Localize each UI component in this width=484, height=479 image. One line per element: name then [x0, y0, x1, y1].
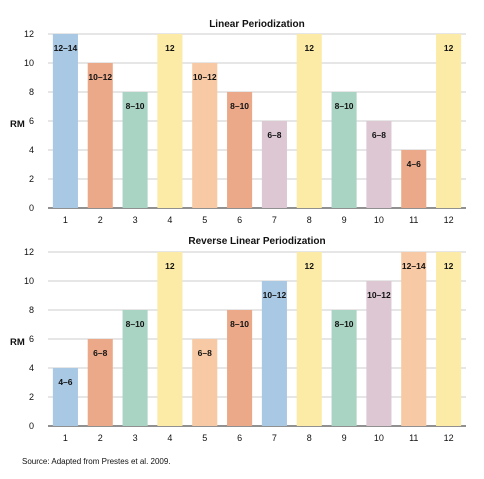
x-tick-label: 7: [272, 433, 277, 443]
bar-label: 12: [444, 43, 454, 53]
bar: [122, 92, 148, 208]
x-tick-label: 9: [342, 433, 347, 443]
bar: [227, 310, 253, 426]
x-tick-label: 8: [307, 215, 312, 225]
y-tick-label: 6: [29, 334, 34, 344]
bar-label: 6–8: [372, 130, 386, 140]
bar: [157, 34, 183, 208]
bar: [436, 34, 462, 208]
x-tick-label: 1: [63, 215, 68, 225]
bar-label: 8–10: [335, 319, 354, 329]
x-tick-label: 7: [272, 215, 277, 225]
x-tick-label: 3: [133, 215, 138, 225]
bar: [52, 34, 78, 208]
x-tick-label: 2: [98, 215, 103, 225]
bar: [401, 252, 427, 426]
bar-label: 8–10: [230, 319, 249, 329]
bar-label: 10–12: [193, 72, 217, 82]
bar-label: 8–10: [126, 101, 145, 111]
y-axis-label: RM: [10, 119, 25, 130]
bar: [296, 34, 322, 208]
bar: [52, 368, 78, 426]
y-tick-label: 0: [29, 203, 34, 213]
x-tick-label: 12: [444, 215, 454, 225]
bar-label: 6–8: [267, 130, 281, 140]
y-tick-label: 2: [29, 392, 34, 402]
bar-label: 8–10: [335, 101, 354, 111]
bar-label: 10–12: [367, 290, 391, 300]
bar-label: 8–10: [230, 101, 249, 111]
x-tick-label: 4: [167, 215, 172, 225]
bar-label: 8–10: [126, 319, 145, 329]
y-tick-label: 12: [24, 29, 34, 39]
bar-label: 6–8: [93, 348, 107, 358]
bar: [366, 121, 392, 208]
x-tick-label: 12: [444, 433, 454, 443]
x-tick-label: 8: [307, 433, 312, 443]
bar-label: 10–12: [88, 72, 112, 82]
y-tick-label: 0: [29, 421, 34, 431]
bar: [261, 281, 287, 426]
bar-label: 12: [305, 261, 315, 271]
bar: [122, 310, 148, 426]
bar: [296, 252, 322, 426]
x-tick-label: 10: [374, 215, 384, 225]
y-tick-label: 4: [29, 145, 34, 155]
bar-label: 12: [444, 261, 454, 271]
x-tick-label: 11: [409, 433, 418, 443]
bar-label: 4–6: [58, 377, 72, 387]
bar: [401, 150, 427, 208]
x-tick-label: 2: [98, 433, 103, 443]
bar-label: 12: [165, 43, 175, 53]
bar-label: 12: [165, 261, 175, 271]
y-tick-label: 4: [29, 363, 34, 373]
x-tick-label: 6: [237, 215, 242, 225]
y-tick-label: 10: [24, 58, 34, 68]
bar-label: 6–8: [198, 348, 212, 358]
y-tick-label: 6: [29, 116, 34, 126]
x-tick-label: 3: [133, 433, 138, 443]
x-tick-label: 9: [342, 215, 347, 225]
x-tick-label: 6: [237, 433, 242, 443]
x-tick-label: 5: [202, 433, 207, 443]
y-tick-label: 2: [29, 174, 34, 184]
y-axis-label: RM: [10, 337, 25, 348]
bar: [157, 252, 183, 426]
chart-title: Linear Periodization: [209, 19, 305, 30]
bar: [227, 92, 253, 208]
source-note: Source: Adapted from Prestes et al. 2009…: [22, 457, 171, 466]
bar: [331, 92, 357, 208]
bar: [192, 339, 218, 426]
bar: [87, 63, 113, 208]
bar: [261, 121, 287, 208]
bar-label: 10–12: [263, 290, 287, 300]
bar: [87, 339, 113, 426]
bar: [366, 281, 392, 426]
bar-label: 12: [305, 43, 315, 53]
x-tick-label: 10: [374, 433, 384, 443]
x-tick-label: 4: [167, 433, 172, 443]
bar-label: 12–14: [54, 43, 78, 53]
bar: [331, 310, 357, 426]
x-tick-label: 5: [202, 215, 207, 225]
y-tick-label: 8: [29, 87, 34, 97]
bar-label: 4–6: [407, 159, 421, 169]
chart-title: Reverse Linear Periodization: [188, 236, 325, 247]
y-tick-label: 12: [24, 247, 34, 257]
bar-label: 12–14: [402, 261, 426, 271]
bar: [192, 63, 218, 208]
x-tick-label: 11: [409, 215, 418, 225]
x-tick-label: 1: [63, 433, 68, 443]
y-tick-label: 8: [29, 305, 34, 315]
bar: [436, 252, 462, 426]
y-tick-label: 10: [24, 276, 34, 286]
